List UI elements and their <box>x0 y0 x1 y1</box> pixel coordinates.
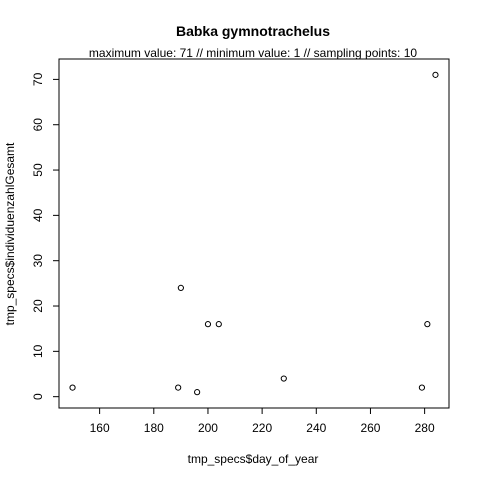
data-points <box>69 71 439 396</box>
x-tick-label: 240 <box>306 421 326 435</box>
y-tick-label: 50 <box>31 163 45 177</box>
y-tick-label: 60 <box>31 118 45 132</box>
x-axis: 160 180 200 220 240 260 280 <box>90 407 435 435</box>
y-tick-label: 10 <box>31 344 45 358</box>
data-point <box>204 321 212 328</box>
data-point <box>424 321 431 328</box>
x-tick-label: 220 <box>252 421 272 435</box>
data-point <box>215 321 222 328</box>
x-tick-label: 180 <box>144 421 164 435</box>
x-tick-label: 280 <box>415 421 435 435</box>
y-tick-label: 40 <box>31 208 45 222</box>
data-point <box>175 384 182 391</box>
x-tick-label: 260 <box>360 421 380 435</box>
plot-frame <box>58 58 450 409</box>
y-tick-label: 20 <box>31 299 45 313</box>
data-point <box>69 384 76 391</box>
data-point <box>194 389 201 396</box>
x-axis-label: tmp_specs$day_of_year <box>188 452 319 466</box>
x-tick-label: 160 <box>90 421 110 435</box>
y-tick-label: 30 <box>31 254 45 268</box>
data-point <box>432 71 439 78</box>
data-point <box>418 384 426 391</box>
y-axis: 0 10 20 30 40 50 60 70 <box>31 72 60 400</box>
x-tick-label: 200 <box>198 421 218 435</box>
chart-subtitle: maximum value: 71 // minimum value: 1 //… <box>89 46 417 60</box>
data-point <box>177 284 184 291</box>
y-axis-label: tmp_specs$individuenzahlGesamt <box>3 142 17 325</box>
y-tick-label: 70 <box>31 72 45 86</box>
y-tick-label: 0 <box>31 393 45 400</box>
data-point <box>280 375 287 382</box>
chart-title: Babka gymnotrachelus <box>176 23 330 39</box>
